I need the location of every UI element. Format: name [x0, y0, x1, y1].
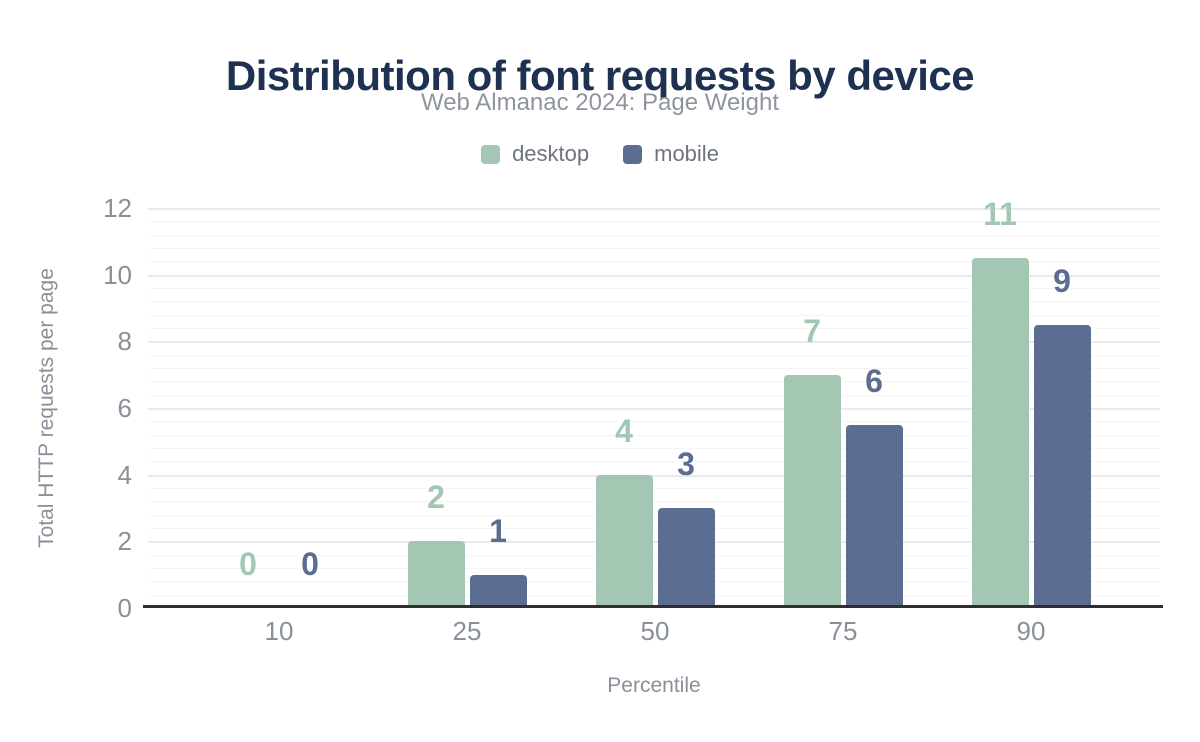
gridline-minor-6.4 [148, 394, 1160, 396]
legend-swatch-mobile [623, 144, 643, 164]
bar-value-label-desktop-p10: 0 [239, 546, 257, 582]
bar-cell-mobile-p25: 1 [469, 512, 527, 608]
bar-mobile-p75[interactable] [845, 424, 903, 608]
bar-value-label-mobile-p90: 9 [1053, 262, 1071, 299]
bar-value-label-desktop-p50: 4 [615, 412, 633, 449]
x-tick-label-10: 10 [264, 616, 294, 646]
y-tick-label-10: 10 [103, 259, 132, 290]
gridline-minor-1.2 [148, 568, 1160, 569]
plot-area: 0 0 2 1 4 3 7 6 11 9 [148, 198, 1160, 608]
bar-group-p90: 11 9 [937, 198, 1125, 608]
y-axis-title: Total HTTP requests per page [35, 268, 58, 548]
gridline-major-8.0 [148, 341, 1160, 344]
bar-desktop-p90[interactable] [971, 258, 1029, 608]
bar-cell-desktop-p10: 0 [220, 548, 277, 608]
gridline-minor-11.2 [148, 234, 1160, 236]
x-tick-label-50: 50 [640, 616, 670, 646]
gridline-minor-3.2 [148, 501, 1160, 503]
bar-cell-desktop-p90: 11 [971, 196, 1029, 608]
gridline-minor-8.4 [148, 328, 1160, 329]
bar-mobile-p50[interactable] [657, 508, 715, 608]
legend-label-desktop: desktop [512, 141, 590, 166]
gridline-minor-11.6 [148, 221, 1160, 223]
x-tick-label-25: 25 [452, 616, 482, 646]
bar-cell-desktop-p75: 7 [783, 312, 841, 608]
legend-item-mobile[interactable]: mobile [623, 141, 719, 167]
y-tick-label-12: 12 [103, 193, 132, 223]
gridline-minor-6.8 [148, 381, 1160, 383]
gridline-major-2.0 [148, 541, 1160, 544]
y-tick-label-0: 0 [117, 593, 132, 623]
gridline-minor-8.8 [148, 314, 1160, 316]
gridline-minor-4.8 [148, 448, 1160, 449]
gridline-minor-5.6 [148, 421, 1160, 423]
gridline-major-10.0 [148, 274, 1160, 277]
gridline-major-4.0 [148, 474, 1160, 477]
bar-desktop-p50[interactable] [595, 474, 653, 608]
gridline-minor-10.8 [148, 248, 1160, 249]
bar-value-label-desktop-p25: 2 [427, 479, 445, 516]
legend-label-mobile: mobile [654, 141, 719, 166]
gridline-minor-7.6 [148, 354, 1160, 356]
legend-item-desktop[interactable]: desktop [481, 141, 589, 167]
bar-cell-mobile-p90: 9 [1033, 262, 1091, 608]
bar-value-label-desktop-p90: 11 [983, 196, 1017, 232]
x-tick-label-90: 90 [1016, 616, 1046, 646]
bar-cell-mobile-p75: 6 [845, 362, 903, 608]
gridline-minor-0.8 [148, 581, 1160, 583]
gridline-major-6.0 [148, 408, 1160, 410]
bar-cell-desktop-p25: 2 [407, 479, 465, 608]
bars-layer: 0 0 2 1 4 3 7 6 11 9 [148, 198, 1160, 608]
bar-desktop-p25[interactable] [407, 541, 465, 608]
bar-value-label-mobile-p75: 6 [865, 362, 883, 399]
gridline-minor-10.4 [148, 261, 1160, 263]
gridline-minor-5.2 [148, 434, 1160, 436]
bar-cell-mobile-p50: 3 [657, 446, 715, 608]
bar-mobile-p25[interactable] [469, 574, 527, 608]
gridline-minor-9.2 [148, 301, 1160, 303]
bar-cell-desktop-p50: 4 [595, 412, 653, 608]
gridline-minor-3.6 [148, 488, 1160, 489]
bar-value-label-mobile-p10: 0 [301, 546, 319, 582]
legend: desktop mobile [0, 141, 1200, 167]
x-tick-label-75: 75 [828, 616, 858, 646]
gridline-minor-4.4 [148, 461, 1160, 463]
y-tick-label-2: 2 [117, 526, 132, 557]
bar-mobile-p90[interactable] [1033, 324, 1091, 608]
y-tick-label-6: 6 [117, 393, 132, 423]
bar-desktop-p75[interactable] [783, 374, 841, 608]
gridline-minor-9.6 [148, 288, 1160, 289]
gridline-minor-2.4 [148, 528, 1160, 529]
y-tick-label-4: 4 [117, 459, 132, 490]
x-tick-labels: 10 25 50 75 90 [185, 616, 1125, 646]
bar-value-label-mobile-p50: 3 [677, 446, 695, 482]
bar-value-label-desktop-p75: 7 [803, 312, 821, 349]
gridline-minor-7.2 [148, 368, 1160, 369]
x-axis-title: Percentile [607, 674, 701, 697]
chart-title: Distribution of font requests by device [225, 52, 975, 100]
gridline-minor-0.4 [148, 594, 1160, 596]
gridline-minor-2.8 [148, 514, 1160, 516]
bar-cell-mobile-p10: 0 [282, 548, 339, 608]
legend-swatch-desktop [481, 144, 501, 164]
chart-subtitle: Web Almanac 2024: Page Weight [420, 89, 779, 116]
gridline-major-12.0 [148, 208, 1160, 210]
x-axis-line [143, 605, 1163, 608]
bar-value-label-mobile-p25: 1 [489, 512, 507, 549]
y-tick-label-8: 8 [117, 326, 132, 357]
gridline-minor-1.6 [148, 554, 1160, 556]
